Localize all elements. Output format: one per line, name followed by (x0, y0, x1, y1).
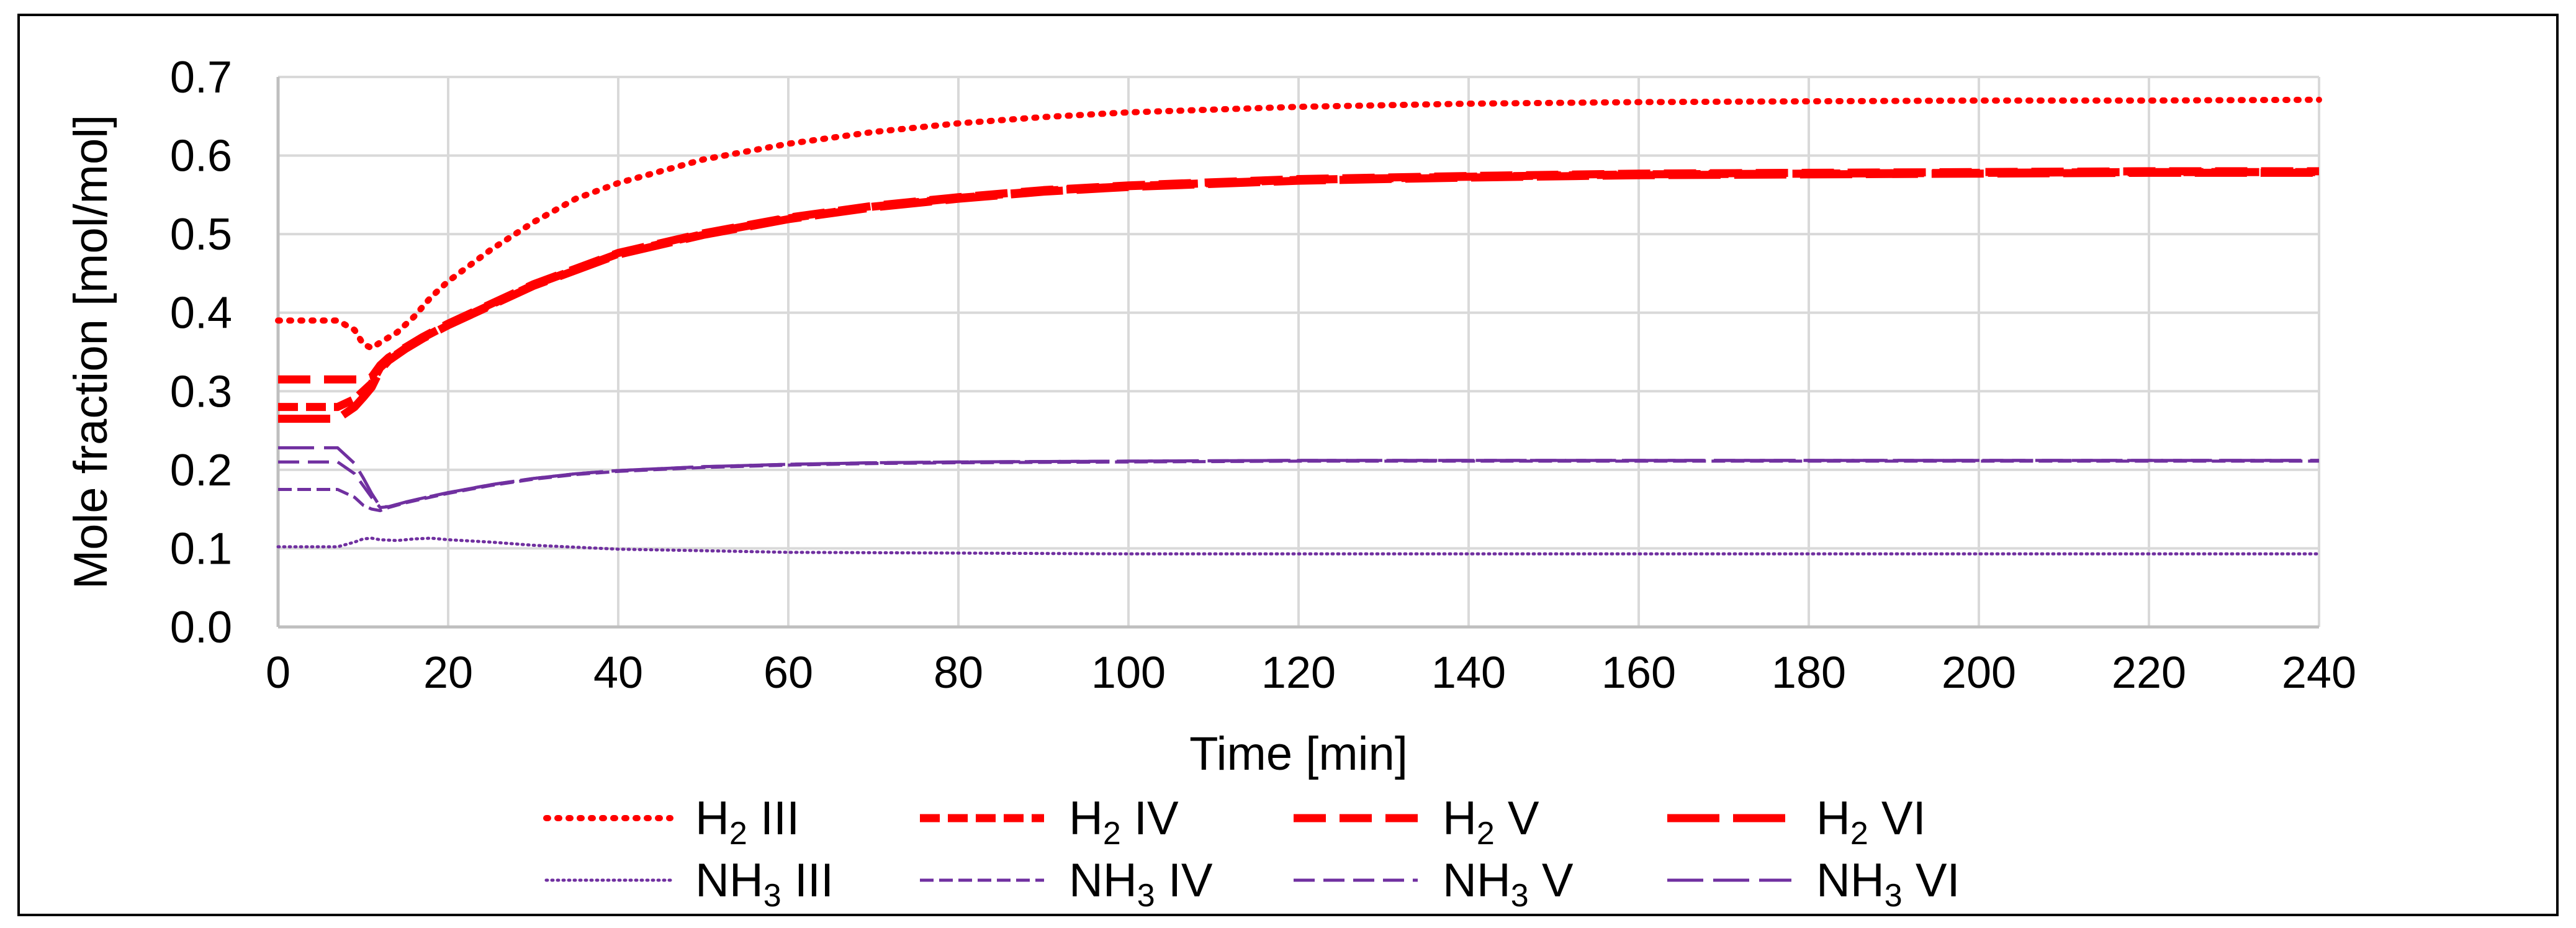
x-tick-label: 220 (2112, 648, 2186, 698)
legend-item-nh3-v: NH3 V (1294, 854, 1574, 914)
legend-item-h2-v: H2 V (1294, 792, 1539, 852)
legend-label: NH3 IV (1069, 854, 1213, 914)
x-tick-label: 160 (1601, 648, 1676, 698)
legend: H2 III H2 IV H2 V H2 VI NH3 III NH3 IV NH3 V NH… (543, 792, 1960, 914)
y-tick-label: 0.7 (170, 53, 232, 102)
legend-label: NH3 V (1443, 854, 1574, 914)
x-tick-label: 80 (934, 648, 983, 698)
y-tick-label: 0.3 (170, 367, 232, 417)
x-axis-title: Time [min] (1189, 728, 1408, 780)
x-tick-label: 60 (763, 648, 813, 698)
x-tick-label: 200 (1942, 648, 2016, 698)
x-tick-label: 40 (593, 648, 643, 698)
axes (276, 77, 2319, 629)
legend-item-h2-vi: H2 VI (1667, 792, 1926, 852)
legend-label: H2 III (695, 792, 799, 852)
x-tick-label: 100 (1091, 648, 1166, 698)
y-tick-label: 0.1 (170, 524, 232, 574)
chart-frame (17, 14, 2559, 916)
y-tick-label: 0.0 (170, 603, 232, 652)
legend-label: H2 VI (1816, 792, 1926, 852)
series-line-nh3-iii (276, 536, 2321, 556)
series-line-h2-vi (278, 168, 2319, 423)
y-axis-title: Mole fraction [mol/mol] (65, 115, 117, 589)
x-tick-label: 20 (423, 648, 473, 698)
legend-item-nh3-iii: NH3 III (544, 854, 834, 914)
legend-item-h2-iii: H2 III (543, 792, 799, 852)
x-tick-label: 140 (1431, 648, 1506, 698)
legend-label: H2 V (1443, 792, 1539, 852)
x-tick-label: 0 (266, 648, 290, 698)
y-tick-label: 0.5 (170, 210, 232, 259)
tick-labels: 0.0 0.1 0.2 0.3 0.4 0.5 0.6 0.7 0 20 40 60 80 100 120 1… (170, 53, 2356, 698)
x-tick-label: 240 (2282, 648, 2356, 698)
legend-item-h2-iv: H2 IV (920, 792, 1179, 852)
y-tick-label: 0.6 (170, 132, 232, 181)
legend-item-nh3-iv: NH3 IV (920, 854, 1213, 914)
legend-item-nh3-vi: NH3 VI (1667, 854, 1960, 914)
legend-label: H2 IV (1069, 792, 1179, 852)
x-tick-label: 180 (1772, 648, 1846, 698)
legend-label: NH3 VI (1816, 854, 1960, 914)
series-line-nh3-vi (278, 446, 2319, 508)
series-lines (275, 96, 2322, 556)
y-tick-label: 0.2 (170, 446, 232, 495)
series-line-h2-iii (275, 96, 2322, 351)
legend-label: NH3 III (695, 854, 834, 914)
x-tick-label: 120 (1261, 648, 1336, 698)
y-tick-label: 0.4 (170, 289, 232, 338)
